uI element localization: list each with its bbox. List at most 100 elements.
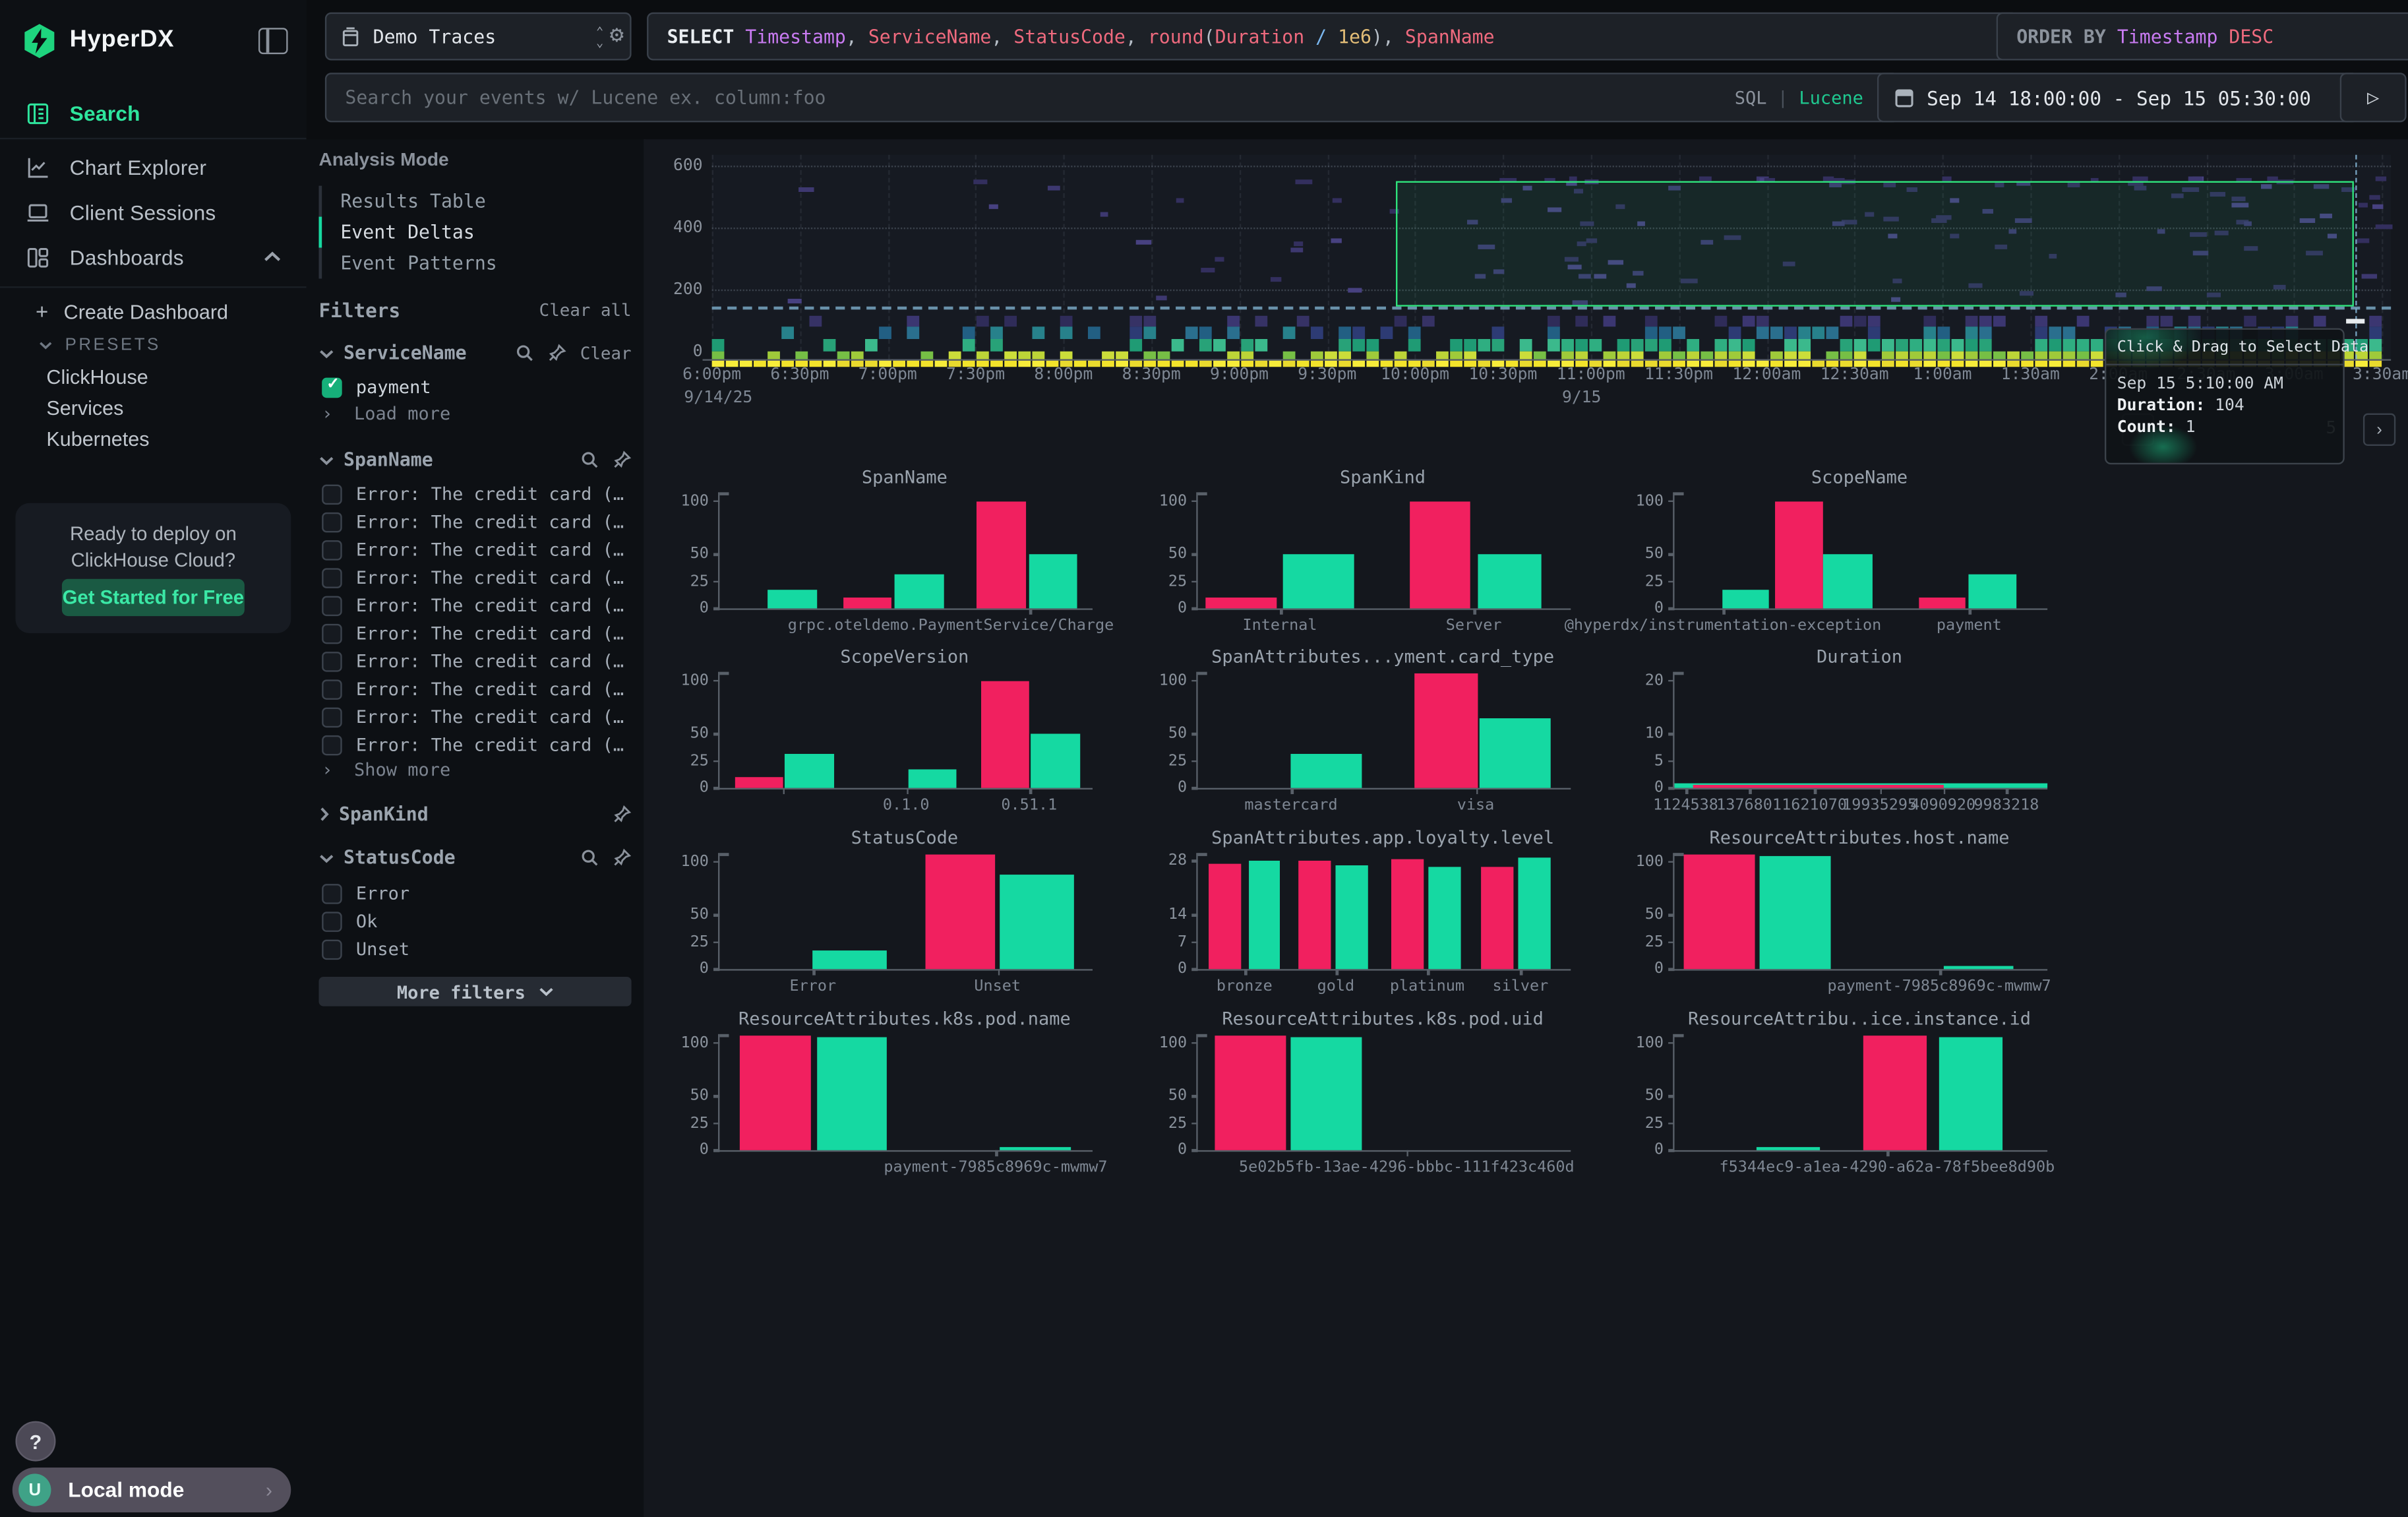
y-tick — [1668, 1122, 1675, 1125]
filter-option-spanname-6[interactable]: Error: The credit card (… — [322, 648, 631, 673]
heatmap-cell — [1829, 178, 1846, 183]
query-token: ( — [1203, 25, 1215, 47]
get-started-button[interactable]: Get Started for Free — [61, 578, 245, 617]
filter-option-ok[interactable]: Ok — [322, 909, 631, 934]
heatmap-cell — [893, 359, 906, 367]
checkbox[interactable] — [322, 567, 342, 588]
heatmap-cell — [2076, 339, 2090, 352]
filter-group-servicename[interactable]: ServiceName Clear — [318, 340, 632, 365]
clear-filter-button[interactable]: Clear — [580, 342, 632, 363]
more-filters-button[interactable]: More filters — [318, 976, 632, 1006]
checkbox[interactable] — [322, 539, 342, 560]
chevron-up-icon[interactable] — [263, 251, 282, 263]
pin-icon[interactable] — [613, 450, 632, 469]
checkbox-checked[interactable] — [322, 375, 342, 398]
filters-title: Filters — [318, 298, 401, 323]
filter-option-spanname-9[interactable]: Error: The credit card (… — [322, 732, 631, 757]
help-button[interactable]: ? — [15, 1421, 56, 1462]
run-query-button[interactable]: ▷ — [2339, 73, 2407, 123]
search-input[interactable]: Search your events w/ Lucene ex. column:… — [324, 73, 1899, 123]
heatmap-cell — [2035, 339, 2048, 352]
heatmap-cell — [798, 187, 814, 192]
sidebar-item-client-sessions[interactable]: Client Sessions — [0, 192, 307, 232]
heatmap-cell — [2369, 326, 2382, 340]
order-by-input[interactable]: ORDER BY Timestamp DESC — [1996, 12, 2408, 61]
search-icon[interactable] — [580, 848, 599, 867]
bar-outliers — [1410, 501, 1470, 609]
filter-option-unset[interactable]: Unset — [322, 937, 631, 962]
chart-explorer-icon — [25, 154, 51, 181]
query-token: StatusCode — [1013, 25, 1126, 47]
chart-plot: 100 50 25 0 0.1.0 0.51.1 — [681, 671, 1093, 815]
filter-group-spanname[interactable]: SpanName — [318, 447, 632, 472]
y-tick — [1191, 1149, 1198, 1152]
filter-option-error[interactable]: Error — [322, 881, 631, 906]
pin-icon[interactable] — [548, 344, 566, 362]
clear-all-button[interactable]: Clear all — [539, 300, 632, 321]
sidebar-collapse-icon[interactable] — [258, 27, 288, 53]
query-token: ORDER BY — [2016, 25, 2117, 47]
sidebar-item-services[interactable]: Services — [46, 395, 124, 419]
filter-option-payment[interactable]: payment — [322, 375, 631, 400]
y-tick-label: 0 — [1178, 779, 1188, 797]
heatmap-cell — [1714, 359, 1728, 367]
heatmap-plot[interactable] — [702, 154, 2392, 367]
checkbox[interactable] — [322, 679, 342, 699]
pin-icon[interactable] — [613, 848, 632, 867]
heatmap-cell — [1129, 315, 1143, 327]
search-icon[interactable] — [515, 344, 533, 362]
filter-option-spanname-5[interactable]: Error: The credit card (… — [322, 621, 631, 646]
checkbox[interactable] — [322, 623, 342, 644]
filter-option-spanname-7[interactable]: Error: The credit card (… — [322, 677, 631, 702]
sidebar-item-kubernetes[interactable]: Kubernetes — [46, 426, 150, 450]
analysis-tab-results-table[interactable]: Results Table — [318, 185, 631, 217]
checkbox[interactable] — [322, 882, 342, 904]
checkbox[interactable] — [322, 483, 342, 504]
heatmap-cell — [851, 359, 864, 367]
filter-group-spankind[interactable]: SpanKind — [318, 802, 632, 827]
checkbox[interactable] — [322, 511, 342, 532]
sidebar-item-search[interactable]: Search — [0, 93, 307, 133]
search-icon[interactable] — [580, 450, 599, 469]
filter-option-spanname-3[interactable]: Error: The credit card (… — [322, 565, 631, 590]
show-more-link[interactable]: › Show more — [322, 758, 451, 780]
filter-option-spanname-8[interactable]: Error: The credit card (… — [322, 704, 631, 729]
filter-option-spanname-2[interactable]: Error: The credit card (… — [322, 537, 631, 562]
filter-option-spanname-4[interactable]: Error: The credit card (… — [322, 593, 631, 618]
sidebar-item-chart-explorer[interactable]: Chart Explorer — [0, 147, 307, 187]
heatmap-x-tick: 9:00pm — [1209, 365, 1269, 385]
pager-next-button[interactable]: › — [2363, 413, 2396, 446]
gear-icon[interactable]: ⚙ — [609, 20, 624, 48]
language-toggle[interactable]: SQL | Lucene — [1734, 86, 1863, 109]
local-mode-menu[interactable]: U Local mode › — [12, 1467, 291, 1513]
create-dashboard-button[interactable]: + Create Dashboard — [35, 298, 229, 324]
y-tick-label: 25 — [1168, 573, 1188, 590]
pin-icon[interactable] — [613, 805, 632, 823]
analysis-tab-event-deltas[interactable]: Event Deltas — [318, 216, 631, 248]
heatmap-cell — [2266, 176, 2278, 181]
filter-group-statuscode[interactable]: StatusCode — [318, 845, 632, 870]
checkbox[interactable] — [322, 650, 342, 671]
sql-select-input[interactable]: SELECT Timestamp, ServiceName, StatusCod… — [647, 12, 2018, 61]
heatmap-cell — [1644, 359, 1658, 367]
presets-toggle[interactable]: PRESETS — [0, 330, 307, 361]
heatmap-cell — [1979, 351, 1992, 359]
heatmap-cell — [976, 315, 989, 327]
filter-option-spanname-1[interactable]: Error: The credit card (… — [322, 509, 631, 534]
checkbox[interactable] — [322, 595, 342, 615]
selection-rectangle[interactable] — [1396, 181, 2354, 307]
source-select[interactable]: Demo Traces ⌃ ⌄ — [324, 12, 632, 61]
sidebar-item-clickhouse[interactable]: ClickHouse — [46, 364, 148, 388]
checkbox[interactable] — [322, 911, 342, 931]
analysis-tab-event-patterns[interactable]: Event Patterns — [318, 247, 631, 279]
sidebar-item-dashboards[interactable]: Dashboards — [0, 237, 307, 277]
heatmap-cell — [1339, 351, 1351, 359]
checkbox[interactable] — [322, 734, 342, 755]
filter-option-spanname-0[interactable]: Error: The credit card (… — [322, 481, 631, 507]
checkbox[interactable] — [322, 939, 342, 959]
date-range-picker[interactable]: Sep 14 18:00:00 - Sep 15 05:30:00 — [1877, 73, 2359, 123]
load-more-link[interactable]: › Load more — [322, 402, 451, 425]
duration-heatmap[interactable]: 600 400 200 0 6:00pm 6:30pm 7:00pm 7:30pm 8:00pm… — [644, 139, 2408, 465]
heatmap-cell — [1060, 351, 1073, 359]
checkbox[interactable] — [322, 706, 342, 727]
